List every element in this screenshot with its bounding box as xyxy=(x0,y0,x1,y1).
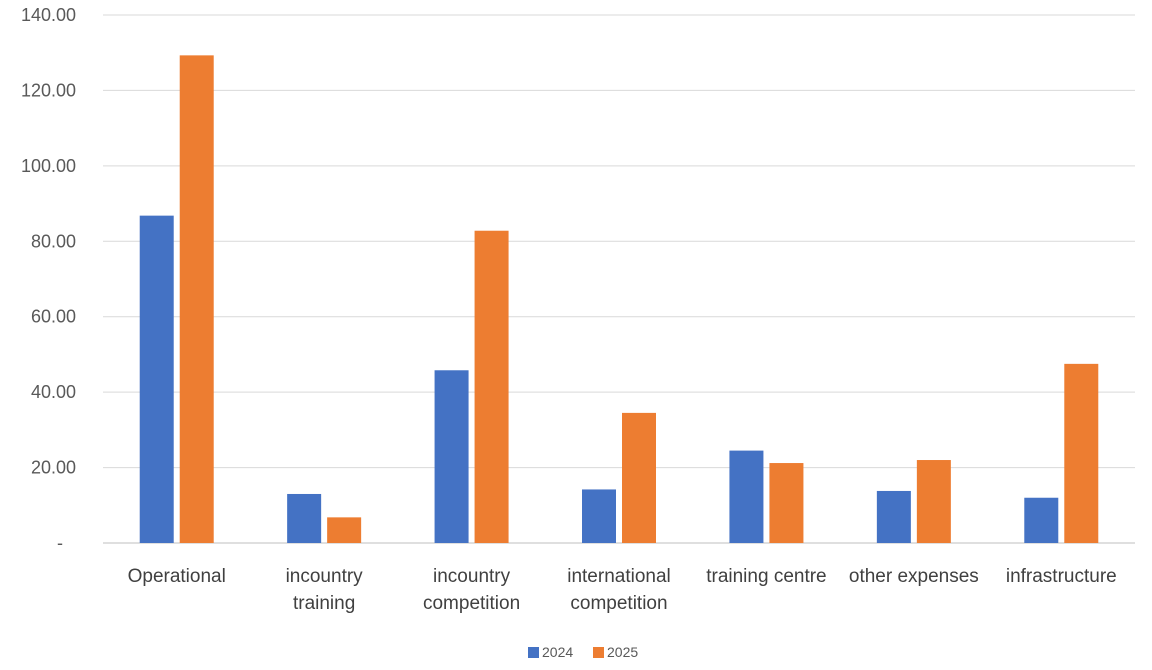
y-axis-tick-labels: - 20.00 40.00 60.00 80.00 100.00 120.00 140.00 xyxy=(21,5,76,553)
x-category-label: infrastructure xyxy=(1006,566,1117,587)
bar-2025 xyxy=(916,460,951,543)
bar-2024 xyxy=(729,450,764,543)
bar-2025 xyxy=(769,463,804,543)
bar-2024 xyxy=(582,489,616,543)
bar-2025 xyxy=(474,230,509,543)
y-tick-label: 80.00 xyxy=(31,231,76,251)
legend: 2024 2025 xyxy=(528,644,638,660)
y-tick-label: 140.00 xyxy=(21,5,76,25)
legend-label-2025: 2025 xyxy=(607,644,638,660)
y-tick-label: 120.00 xyxy=(21,80,76,100)
x-category-label: training centre xyxy=(706,566,826,587)
bar-2025 xyxy=(179,55,214,544)
gridlines xyxy=(103,14,1135,544)
bar-2025 xyxy=(1064,363,1099,543)
x-axis-category-labels: Operational incountry training incountry com… xyxy=(128,566,1117,614)
y-tick-label: - xyxy=(57,533,63,553)
legend-swatch-2024 xyxy=(528,647,539,658)
legend-swatch-2025 xyxy=(593,647,604,658)
x-category-label: incountry competition xyxy=(423,566,520,614)
bar-2024 xyxy=(287,493,322,543)
bar-2024 xyxy=(139,215,174,543)
legend-label-2024: 2024 xyxy=(542,644,573,660)
bar-2024 xyxy=(434,370,469,543)
bar-2024 xyxy=(1024,497,1059,543)
bar-2024 xyxy=(876,490,911,543)
y-tick-label: 20.00 xyxy=(31,458,76,478)
x-category-label: Operational xyxy=(128,566,226,587)
x-category-label: international competition xyxy=(567,566,671,614)
x-category-label: incountry training xyxy=(286,566,364,614)
y-tick-label: 100.00 xyxy=(21,156,76,176)
y-tick-label: 60.00 xyxy=(31,307,76,327)
y-tick-label: 40.00 xyxy=(31,382,76,402)
bar-2025 xyxy=(327,517,362,543)
bar-2025 xyxy=(622,412,656,543)
bars xyxy=(139,55,1099,544)
x-category-label: other expenses xyxy=(849,566,979,587)
